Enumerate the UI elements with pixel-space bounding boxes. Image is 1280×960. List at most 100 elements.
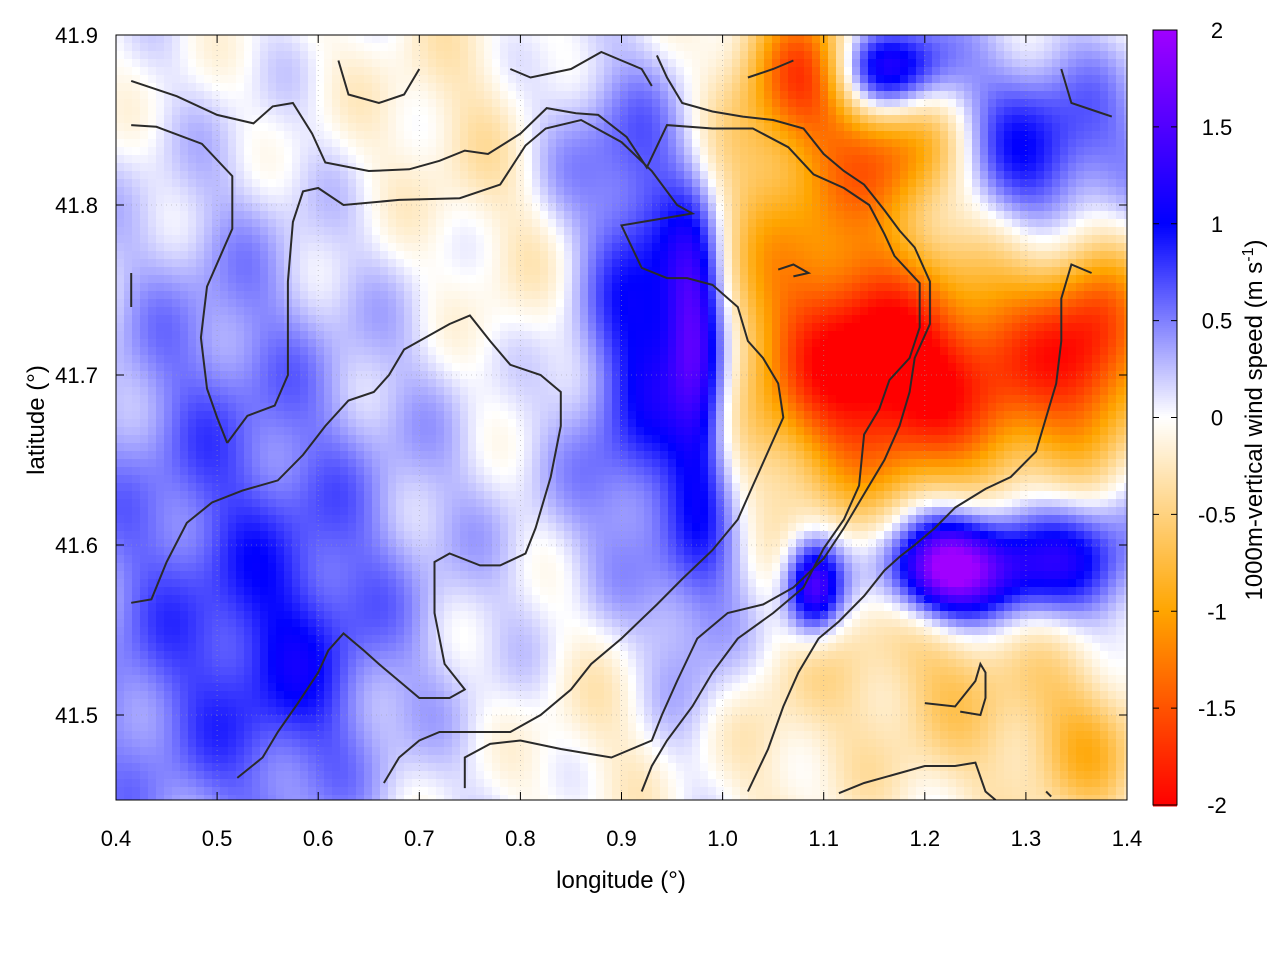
heatmap-cell xyxy=(524,147,533,156)
heatmap-cell xyxy=(940,307,949,316)
heatmap-cell xyxy=(148,187,157,196)
heatmap-cell xyxy=(356,259,365,268)
heatmap-cell xyxy=(1060,115,1069,124)
heatmap-cell xyxy=(484,67,493,76)
heatmap-cell xyxy=(172,235,181,244)
heatmap-cell xyxy=(212,211,221,220)
heatmap-cell xyxy=(1052,235,1061,244)
heatmap-cell xyxy=(1100,107,1109,116)
heatmap-cell xyxy=(580,107,589,116)
heatmap-cell xyxy=(996,267,1005,276)
heatmap-cell xyxy=(852,211,861,220)
heatmap-cell xyxy=(308,195,317,204)
heatmap-cell xyxy=(548,147,557,156)
heatmap-cell xyxy=(820,227,829,236)
heatmap-cell xyxy=(812,155,821,164)
heatmap-cell xyxy=(876,171,885,180)
heatmap-cell xyxy=(540,211,549,220)
heatmap-cell xyxy=(356,299,365,308)
heatmap-cell xyxy=(316,131,325,140)
heatmap-cell xyxy=(876,131,885,140)
heatmap-cell xyxy=(228,83,237,92)
heatmap-cell xyxy=(564,91,573,100)
heatmap-cell xyxy=(300,171,309,180)
heatmap-cell xyxy=(620,91,629,100)
heatmap-cell xyxy=(1100,131,1109,140)
heatmap-cell xyxy=(956,259,965,268)
heatmap-cell xyxy=(268,323,277,332)
heatmap-cell xyxy=(644,99,653,108)
heatmap-cell xyxy=(796,139,805,148)
heatmap-cell xyxy=(1068,115,1077,124)
heatmap-cell xyxy=(196,203,205,212)
heatmap-cell xyxy=(1036,123,1045,132)
heatmap-cell xyxy=(540,131,549,140)
heatmap-cell xyxy=(452,267,461,276)
heatmap-cell xyxy=(1092,59,1101,68)
heatmap-cell xyxy=(500,211,509,220)
heatmap-cell xyxy=(516,147,525,156)
heatmap-cell xyxy=(820,339,829,348)
heatmap-cell xyxy=(180,51,189,60)
heatmap-cell xyxy=(596,123,605,132)
heatmap-cell xyxy=(164,75,173,84)
heatmap-cell xyxy=(652,195,661,204)
heatmap-cell xyxy=(300,227,309,236)
heatmap-cell xyxy=(716,123,725,132)
heatmap-cell xyxy=(796,35,805,44)
heatmap-cell xyxy=(932,59,941,68)
heatmap-cell xyxy=(756,107,765,116)
heatmap-cell xyxy=(828,115,837,124)
heatmap-cell xyxy=(564,59,573,68)
heatmap-cell xyxy=(1068,67,1077,76)
heatmap-cell xyxy=(580,91,589,100)
heatmap-cell xyxy=(676,283,685,292)
heatmap-cell xyxy=(604,59,613,68)
heatmap-cell xyxy=(828,155,837,164)
heatmap-cell xyxy=(292,51,301,60)
heatmap-cell xyxy=(532,163,541,172)
heatmap-cell xyxy=(340,283,349,292)
heatmap-cell xyxy=(148,331,157,340)
heatmap-cell xyxy=(1044,43,1053,52)
heatmap-cell xyxy=(796,83,805,92)
heatmap-cell xyxy=(468,107,477,116)
heatmap-cell xyxy=(412,99,421,108)
heatmap-cell xyxy=(204,235,213,244)
heatmap-cell xyxy=(316,139,325,148)
heatmap-cell xyxy=(276,275,285,284)
heatmap-cell xyxy=(884,43,893,52)
heatmap-cell xyxy=(700,243,709,252)
heatmap-cell xyxy=(692,75,701,84)
heatmap-cell xyxy=(596,107,605,116)
heatmap-cell xyxy=(628,211,637,220)
heatmap-cell xyxy=(780,83,789,92)
heatmap-cell xyxy=(620,291,629,300)
heatmap-cell xyxy=(148,43,157,52)
heatmap-cell xyxy=(1044,51,1053,60)
heatmap-cell xyxy=(212,43,221,52)
heatmap-cell xyxy=(548,187,557,196)
heatmap-cell xyxy=(748,179,757,188)
heatmap-cell xyxy=(972,259,981,268)
heatmap-cell xyxy=(508,91,517,100)
heatmap-cell xyxy=(964,227,973,236)
heatmap-cell xyxy=(964,291,973,300)
heatmap-cell xyxy=(260,43,269,52)
heatmap-cell xyxy=(644,259,653,268)
heatmap-cell xyxy=(772,187,781,196)
heatmap-cell xyxy=(900,35,909,44)
heatmap-cell xyxy=(964,299,973,308)
heatmap-cell xyxy=(524,323,533,332)
heatmap-cell xyxy=(924,35,933,44)
heatmap-cell xyxy=(220,155,229,164)
heatmap-cell xyxy=(1052,243,1061,252)
heatmap-cell xyxy=(1028,187,1037,196)
heatmap-cell xyxy=(836,267,845,276)
heatmap-cell xyxy=(852,235,861,244)
heatmap-cell xyxy=(900,283,909,292)
heatmap-cell xyxy=(988,43,997,52)
heatmap-cell xyxy=(1028,67,1037,76)
heatmap-cell xyxy=(868,275,877,284)
heatmap-cell xyxy=(196,267,205,276)
